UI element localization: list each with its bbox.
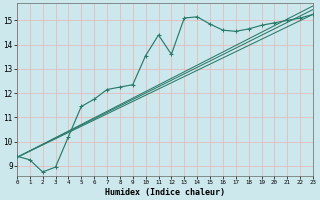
X-axis label: Humidex (Indice chaleur): Humidex (Indice chaleur)	[105, 188, 225, 197]
